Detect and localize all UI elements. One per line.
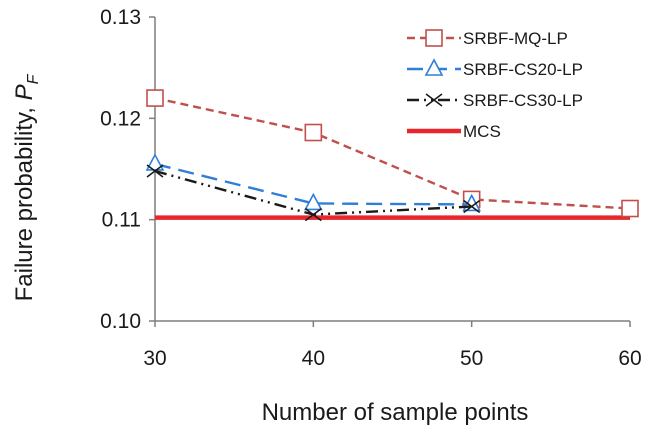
legend-item: SRBF-CS20-LP xyxy=(407,58,583,79)
series-layer xyxy=(145,89,639,222)
series-line xyxy=(154,96,631,210)
y-axis-title-main: Failure probability, xyxy=(11,100,38,301)
data-point-marker xyxy=(304,192,323,211)
y-tick-label: 0.10 xyxy=(100,310,141,333)
y-axis-title: Failure probability, PF xyxy=(11,73,42,301)
legend-label: SRBF-MQ-LP xyxy=(463,29,568,48)
x-tick-label: 60 xyxy=(618,347,641,370)
legend-item: SRBF-MQ-LP xyxy=(407,29,568,48)
x-tick-label: 40 xyxy=(302,347,325,370)
legend-marker xyxy=(424,58,444,76)
legend: SRBF-MQ-LP SRBF-CS20-LP SRBF-CS30-LP MCS xyxy=(407,29,583,141)
data-point-marker xyxy=(304,123,323,142)
y-tick-label: 0.11 xyxy=(102,209,141,232)
axes: 0.10 0.11 0.12 0.13 30 40 50 60 xyxy=(100,6,642,370)
series-line xyxy=(154,162,472,206)
x-tick-label: 30 xyxy=(143,347,166,370)
legend-label: SRBF-CS30-LP xyxy=(463,91,583,110)
x-tick-label: 50 xyxy=(460,347,483,370)
data-point-marker xyxy=(146,164,164,178)
data-point-marker xyxy=(145,153,165,171)
legend-marker xyxy=(425,93,443,107)
legend-marker xyxy=(425,29,443,47)
data-point-marker xyxy=(463,199,481,214)
legend-label: MCS xyxy=(463,122,501,141)
x-axis-title: Number of sample points xyxy=(262,399,529,426)
data-point-marker xyxy=(146,89,164,107)
y-tick-label: 0.12 xyxy=(100,107,141,130)
series-srbf-cs30-lp xyxy=(146,164,481,222)
data-point-marker xyxy=(621,199,639,218)
y-tick-label: 0.13 xyxy=(100,6,141,29)
y-axis-title-subscript: F xyxy=(25,73,42,84)
legend-item: MCS xyxy=(407,122,501,141)
legend-label: SRBF-CS20-LP xyxy=(463,60,583,79)
data-point-marker xyxy=(304,207,322,222)
y-axis-title-symbol: P xyxy=(11,84,38,100)
legend-item: SRBF-CS30-LP xyxy=(407,91,583,110)
